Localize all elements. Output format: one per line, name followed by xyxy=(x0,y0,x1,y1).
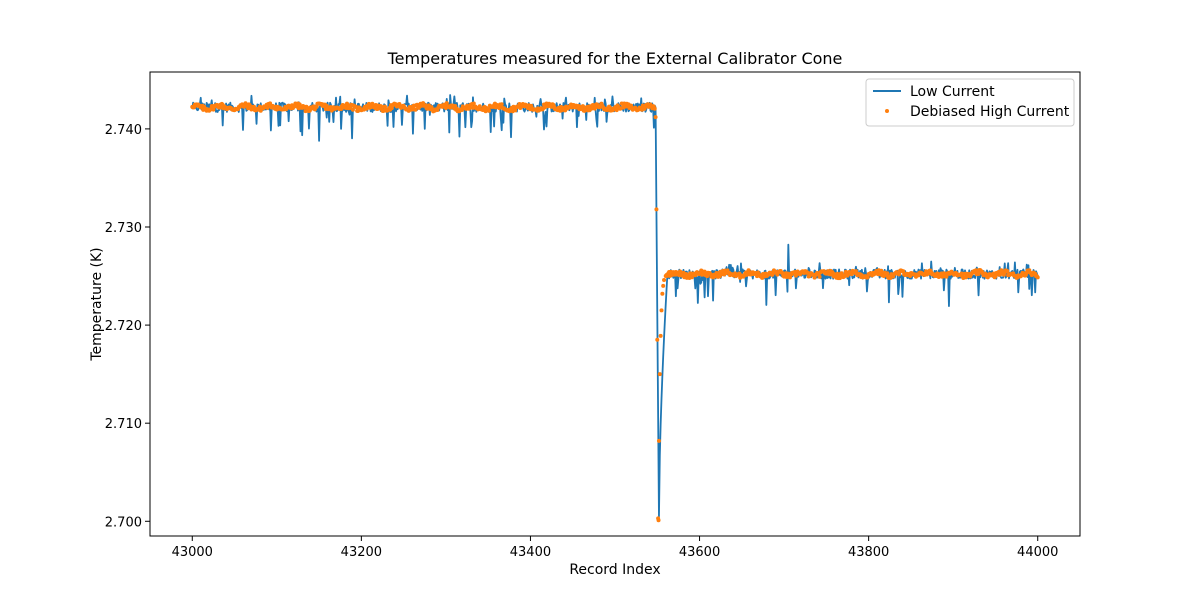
data-point xyxy=(265,105,270,110)
data-point xyxy=(314,104,319,109)
y-tick-label: 2.740 xyxy=(105,123,142,138)
data-point xyxy=(471,101,476,106)
y-axis-label: Temperature (K) xyxy=(89,247,105,361)
axes xyxy=(149,71,1081,537)
y-tick-label: 2.710 xyxy=(105,417,142,432)
x-axis-label: Record Index xyxy=(569,562,660,578)
legend-low-current-label: Low Current xyxy=(910,84,995,100)
data-point xyxy=(835,271,840,276)
data-point xyxy=(662,277,667,282)
legend-debiased-high-current-label: Debiased High Current xyxy=(910,104,1070,120)
data-point xyxy=(656,518,661,523)
data-point xyxy=(589,106,594,111)
y-tick-label: 2.700 xyxy=(105,515,142,530)
data-point xyxy=(865,275,870,280)
y-tick-label: 2.730 xyxy=(105,221,142,236)
series-debiased-high-current-points xyxy=(190,101,1040,523)
data-point xyxy=(467,106,472,111)
data-point xyxy=(499,102,504,107)
data-point xyxy=(897,272,902,277)
data-point xyxy=(1005,269,1010,274)
chart-legend: Low Current Debiased High Current xyxy=(865,78,1075,127)
data-point xyxy=(1035,275,1040,280)
data-point xyxy=(658,333,663,338)
data-point xyxy=(513,108,518,113)
data-point xyxy=(654,207,659,212)
legend-debiased-high-current-marker xyxy=(885,109,889,113)
data-point xyxy=(251,104,256,109)
data-point xyxy=(655,337,660,342)
x-tick-label: 44000 xyxy=(1017,545,1058,560)
data-point xyxy=(542,105,547,110)
x-tick-label: 43000 xyxy=(172,545,213,560)
y-tick-label: 2.720 xyxy=(105,319,142,334)
data-point xyxy=(659,308,664,313)
x-tick-label: 43800 xyxy=(848,545,889,560)
data-point xyxy=(885,271,890,276)
data-point xyxy=(817,274,822,279)
data-point xyxy=(976,272,981,277)
data-point xyxy=(656,438,661,443)
data-point xyxy=(657,372,662,377)
data-point xyxy=(413,107,418,112)
data-point xyxy=(879,268,884,273)
data-point xyxy=(661,283,666,288)
y-axis-ticks: 2.700 2.710 2.720 2.730 2.740 xyxy=(105,123,150,530)
chart-title: Temperatures measured for the External C… xyxy=(387,49,843,68)
data-point xyxy=(350,107,355,112)
x-tick-label: 43600 xyxy=(679,545,720,560)
legend-box xyxy=(865,78,1075,127)
data-point xyxy=(901,269,906,274)
axes-frame xyxy=(149,71,1081,537)
x-axis-ticks: 43000 43200 43400 43600 43800 44000 xyxy=(172,536,1058,560)
data-point xyxy=(653,115,658,120)
data-point xyxy=(788,275,793,280)
data-point xyxy=(663,274,668,279)
plot-area xyxy=(190,94,1040,523)
data-point xyxy=(652,106,657,111)
data-point xyxy=(660,291,665,296)
data-point xyxy=(837,276,842,281)
x-tick-label: 43200 xyxy=(341,545,382,560)
data-point xyxy=(444,101,449,106)
x-tick-label: 43400 xyxy=(510,545,551,560)
data-point xyxy=(487,108,492,113)
data-point xyxy=(378,104,383,109)
